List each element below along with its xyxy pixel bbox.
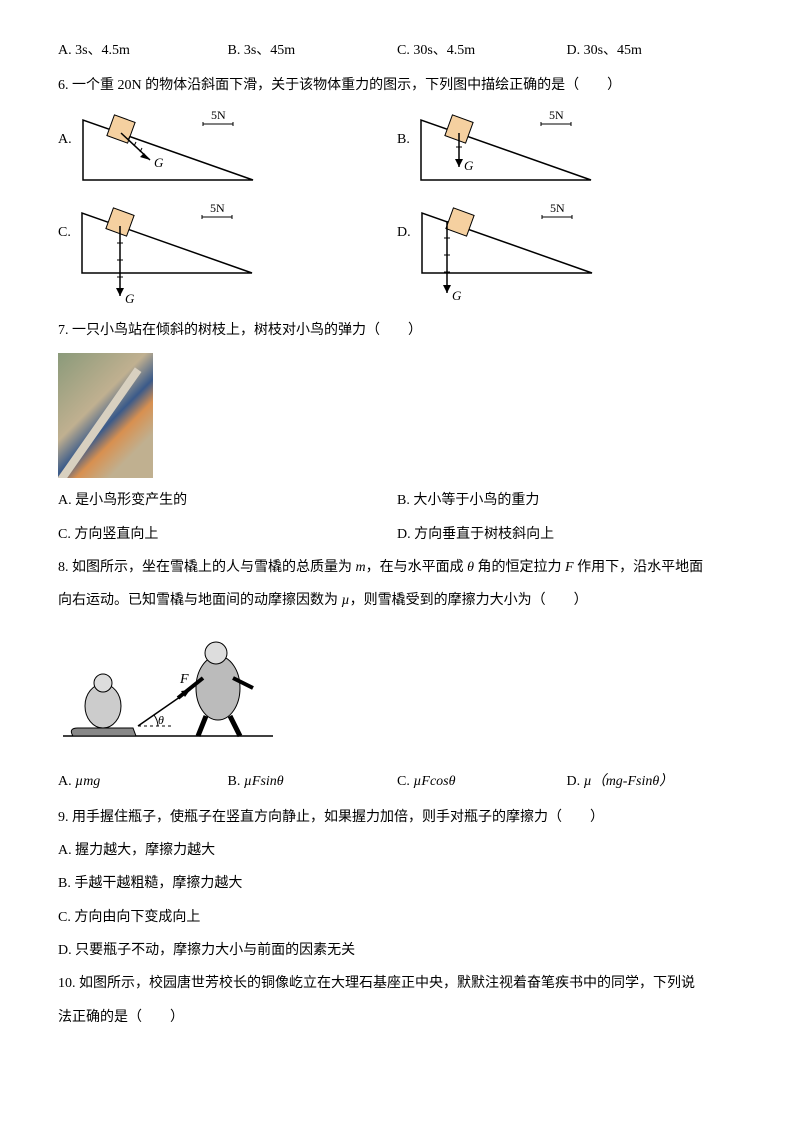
q5-opt-d: D. 30s、45m: [567, 36, 737, 65]
q10-text-line2: 法正确的是（ ）: [58, 1003, 736, 1032]
q8-t2b: ，则雪橇受到的摩擦力大小为（ ）: [350, 593, 588, 608]
q6c-5N-label: 5N: [210, 201, 225, 215]
q8-text-line2: 向右运动。已知雪橇与地面间的动摩擦因数为 µ，则雪橇受到的摩擦力大小为（ ）: [58, 586, 736, 615]
q8-opt-b: B. µFsinθ: [228, 767, 398, 796]
q8-t1c: 角的恒定拉力: [474, 560, 565, 575]
q8-m: m: [356, 560, 366, 575]
q7-opts-row2: C. 方向竖直向上 D. 方向垂直于树枝斜向上: [58, 520, 736, 549]
q8-t2a: 向右运动。已知雪橇与地面间的动摩擦因数为: [58, 593, 342, 608]
q6-label-a: A.: [58, 105, 72, 154]
q6-label-c: C.: [58, 198, 71, 247]
q9-text: 9. 用手握住瓶子，使瓶子在竖直方向静止，如果握力加倍，则手对瓶子的摩擦力（ ）: [58, 803, 736, 832]
q7-opt-b: B. 大小等于小鸟的重力: [397, 486, 736, 515]
q6a-5N-label: 5N: [211, 108, 226, 122]
q5-opt-c: C. 30s、4.5m: [397, 36, 567, 65]
q8-diagram: F θ: [58, 628, 278, 748]
q6c-G-label: G: [125, 291, 135, 306]
q6d-5N-label: 5N: [550, 201, 565, 215]
q8-opt-c: C. µFcosθ: [397, 767, 567, 796]
q8-F: F: [565, 560, 574, 575]
q8-opt-a: A. µmg: [58, 767, 228, 796]
q6b-5N-label: 5N: [549, 108, 564, 122]
q8-F-label: F: [179, 672, 189, 687]
q8-t1d: 作用下，沿水平地面: [574, 560, 704, 575]
q9-opt-a: A. 握力越大，摩擦力越大: [58, 836, 736, 865]
q6a-G-label: G: [154, 155, 164, 170]
q9-opt-d: D. 只要瓶子不动，摩擦力大小与前面的因素无关: [58, 936, 736, 965]
q8-mu: µ: [342, 593, 350, 608]
q10-text-line1: 10. 如图所示，校园唐世芳校长的铜像屹立在大理石基座正中央，默默注视着奋笔疾书…: [58, 969, 736, 998]
q8-t1: 8. 如图所示，坐在雪橇上的人与雪橇的总质量为: [58, 560, 356, 575]
q9-opt-c: C. 方向由向下变成向上: [58, 903, 736, 932]
q8-theta: θ: [467, 560, 474, 575]
q8-opt-d: D. µ（mg-Fsinθ）: [567, 767, 737, 796]
q6-cell-a: A. G 5N: [58, 105, 397, 190]
q6-label-b: B.: [397, 105, 410, 154]
q7-text: 7. 一只小鸟站在倾斜的树枝上，树枝对小鸟的弹力（ ）: [58, 316, 736, 345]
q5-opt-b: B. 3s、45m: [228, 36, 398, 65]
q6-cell-b: B. G 5N: [397, 105, 736, 190]
q6-cell-c: C. G 5N: [58, 198, 397, 308]
q7-opts-row1: A. 是小鸟形变产生的 B. 大小等于小鸟的重力: [58, 486, 736, 515]
q8-options: A. µmg B. µFsinθ C. µFcosθ D. µ（mg-Fsinθ…: [58, 767, 736, 796]
q6-diagram-d: G 5N: [417, 198, 597, 308]
q6-diagram-c: G 5N: [77, 198, 257, 308]
q6b-G-label: G: [464, 158, 474, 173]
q7-opt-a: A. 是小鸟形变产生的: [58, 486, 397, 515]
q8-t1b: ，在与水平面成: [366, 560, 468, 575]
q8-text-line1: 8. 如图所示，坐在雪橇上的人与雪橇的总质量为 m，在与水平面成 θ 角的恒定拉…: [58, 553, 736, 582]
q9-opt-b: B. 手越干越粗糙，摩擦力越大: [58, 869, 736, 898]
q7-opt-d: D. 方向垂直于树枝斜向上: [397, 520, 736, 549]
q6-row2: C. G 5N D. G 5N: [58, 198, 736, 308]
q6d-G-label: G: [452, 288, 462, 303]
q6-label-d: D.: [397, 198, 411, 247]
q7-bird-image: [58, 353, 153, 478]
q6-row1: A. G 5N B. G 5N: [58, 105, 736, 190]
q8-theta-label: θ: [158, 713, 164, 727]
q7-opt-c: C. 方向竖直向上: [58, 520, 397, 549]
q6-diagram-b: G 5N: [416, 105, 596, 190]
q5-options: A. 3s、4.5m B. 3s、45m C. 30s、4.5m D. 30s、…: [58, 36, 736, 65]
q6-diagram-a: G 5N: [78, 105, 258, 190]
q5-opt-a: A. 3s、4.5m: [58, 36, 228, 65]
q6-cell-d: D. G 5N: [397, 198, 736, 308]
q6-text: 6. 一个重 20N 的物体沿斜面下滑，关于该物体重力的图示，下列图中描绘正确的…: [58, 71, 736, 100]
